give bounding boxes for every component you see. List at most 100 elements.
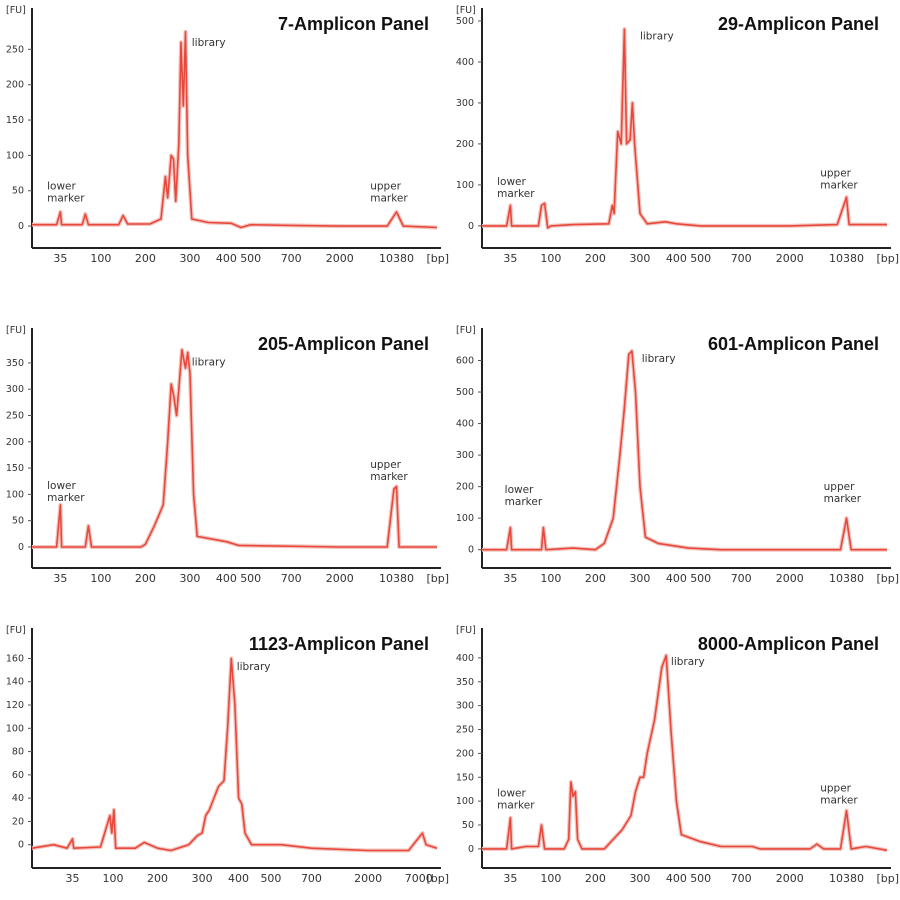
y-tick-label: 50 <box>12 516 24 527</box>
y-tick-label: 150 <box>6 463 24 474</box>
x-tick-label: 700 <box>731 872 752 885</box>
chart-title: 29-Amplicon Panel <box>718 14 879 34</box>
chart-svg: [FU] 0 50 100 150 200 250 35 100 200 300 400 500 700 2… <box>6 5 449 265</box>
peak-annotation: marker <box>497 799 535 811</box>
peak-annotation: upper <box>820 783 851 795</box>
x-tick-label: 35 <box>503 572 517 585</box>
x-tick-label: 700 <box>731 252 752 265</box>
chart-29-amplicon: [FU] 0 100 200 300 400 500 35 100 200 300 400 500 700… <box>450 0 900 280</box>
x-tick-label: 100 <box>540 572 561 585</box>
x-tick-label: 2000 <box>776 572 804 585</box>
peak-annotation: marker <box>370 192 408 204</box>
x-tick-label: 35 <box>53 572 67 585</box>
y-tick-label: 200 <box>6 437 24 448</box>
peak-annotation: lower <box>47 480 76 492</box>
x-tick-label: 200 <box>585 872 606 885</box>
y-tick-label: 500 <box>456 16 474 27</box>
y-tick-label: 140 <box>6 677 24 688</box>
x-tick-label: 2000 <box>326 252 354 265</box>
x-tick-label: 100 <box>103 872 124 885</box>
y-tick-label: 200 <box>456 139 474 150</box>
y-tick-label: 20 <box>12 816 24 827</box>
x-tick-label: 500 <box>690 572 711 585</box>
x-axis-unit: [bp] <box>876 252 899 265</box>
peak-annotation: marker <box>820 180 858 192</box>
chart-svg: [FU] 0 50 100 150 200 250 300 350 400 35 100 200 300 4… <box>456 625 899 885</box>
x-tick-label: 700 <box>301 872 322 885</box>
y-tick-label: 200 <box>456 748 474 759</box>
peak-annotation: library <box>671 656 705 668</box>
x-tick-label: 700 <box>281 572 302 585</box>
y-tick-label: 100 <box>456 180 474 191</box>
trace-halo <box>482 349 887 552</box>
x-tick-label: 100 <box>90 252 111 265</box>
y-tick-label: 0 <box>18 542 24 553</box>
y-tick-label: 150 <box>6 115 24 126</box>
chart-601-amplicon: [FU] 0 100 200 300 400 500 600 35 100 200 300 400 500… <box>450 320 900 600</box>
x-tick-label: 2000 <box>354 872 382 885</box>
x-tick-label: 10380 <box>829 252 864 265</box>
y-tick-label: 400 <box>456 419 474 430</box>
y-tick-label: 100 <box>6 723 24 734</box>
x-tick-label: 500 <box>240 572 261 585</box>
y-tick-label: 500 <box>456 387 474 398</box>
x-tick-label: 2000 <box>776 252 804 265</box>
electropherogram-trace <box>482 350 887 551</box>
y-tick-label: 0 <box>468 545 474 556</box>
x-tick-label: 400 <box>666 872 687 885</box>
x-tick-label: 2000 <box>776 872 804 885</box>
y-tick-label: 100 <box>456 513 474 524</box>
x-tick-label: 400 <box>228 872 249 885</box>
x-tick-label: 2000 <box>326 572 354 585</box>
peak-annotation: marker <box>505 496 543 508</box>
peak-annotation: upper <box>824 481 855 493</box>
x-tick-label: 200 <box>147 872 168 885</box>
electropherogram-trace <box>31 657 438 852</box>
chart-205-amplicon: [FU] 0 50 100 150 200 250 300 350 35 100 200 300 400 5… <box>0 320 450 600</box>
peak-annotation: library <box>640 30 674 42</box>
trace-halo <box>482 27 887 230</box>
peak-annotation: lower <box>497 176 526 188</box>
x-tick-label: 700 <box>281 252 302 265</box>
peak-annotation: upper <box>370 459 401 471</box>
y-tick-label: 40 <box>12 793 24 804</box>
peak-annotation: marker <box>497 188 535 200</box>
x-tick-label: 400 <box>216 252 237 265</box>
y-tick-label: 400 <box>456 653 474 664</box>
y-tick-label: 60 <box>12 770 24 781</box>
peak-annotation: marker <box>370 471 408 483</box>
electropherogram-trace <box>482 654 888 852</box>
peak-annotation: marker <box>47 492 85 504</box>
x-tick-label: 200 <box>585 252 606 265</box>
x-tick-label: 200 <box>135 572 156 585</box>
y-tick-label: 300 <box>456 98 474 109</box>
x-axis-unit: [bp] <box>876 872 899 885</box>
x-tick-label: 300 <box>179 252 200 265</box>
y-axis-unit: [FU] <box>6 325 26 336</box>
y-tick-label: 350 <box>456 677 474 688</box>
chart-title: 205-Amplicon Panel <box>258 334 429 354</box>
x-tick-label: 100 <box>540 252 561 265</box>
peak-annotation: upper <box>820 168 851 180</box>
peak-annotation: upper <box>370 180 401 192</box>
x-tick-label: 35 <box>503 252 517 265</box>
x-tick-label: 100 <box>540 872 561 885</box>
x-tick-label: 10380 <box>829 872 864 885</box>
x-tick-label: 200 <box>585 572 606 585</box>
x-tick-label: 300 <box>192 872 213 885</box>
chart-title: 1123-Amplicon Panel <box>249 634 429 654</box>
peak-annotation: library <box>192 37 226 49</box>
y-tick-label: 250 <box>6 411 24 422</box>
x-tick-label: 500 <box>240 252 261 265</box>
chart-title: 7-Amplicon Panel <box>278 14 429 34</box>
y-tick-label: 600 <box>456 355 474 366</box>
chart-8000-amplicon: [FU] 0 50 100 150 200 250 300 350 400 35 100 200 300 4… <box>450 620 900 900</box>
y-axis-unit: [FU] <box>6 5 26 16</box>
y-tick-label: 300 <box>6 384 24 395</box>
y-tick-label: 400 <box>456 57 474 68</box>
x-tick-label: 10380 <box>829 572 864 585</box>
peak-annotation: marker <box>824 493 862 505</box>
y-tick-label: 350 <box>6 358 24 369</box>
